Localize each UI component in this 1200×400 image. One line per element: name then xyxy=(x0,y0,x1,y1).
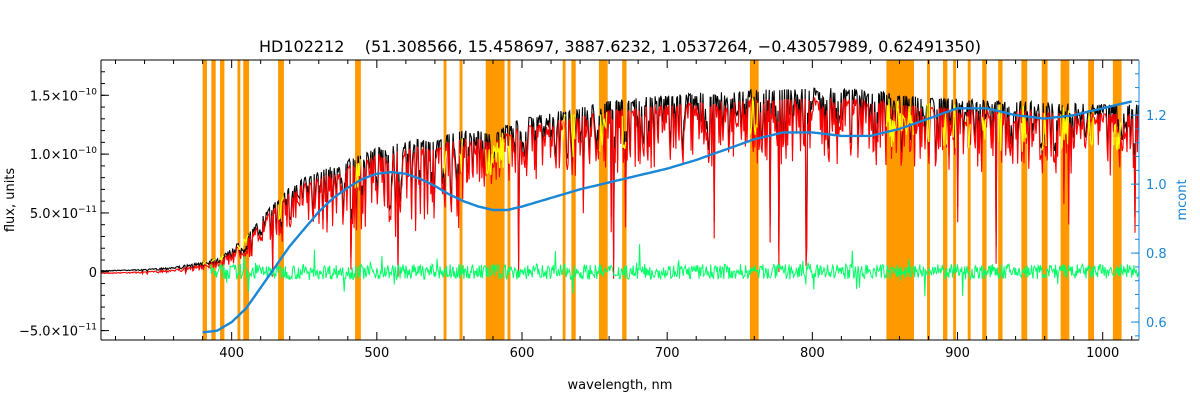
highlight-segment-8 xyxy=(459,138,463,173)
highlight-segment-11 xyxy=(562,114,566,141)
masked-band-19 xyxy=(953,60,957,340)
mcont-line xyxy=(202,100,1132,334)
highlight-segment-16 xyxy=(885,98,914,147)
model-spectrum-line xyxy=(101,97,1139,279)
highlight-segment-3 xyxy=(237,244,241,250)
highlight-segment-12 xyxy=(570,114,576,158)
axes: 400 500 600 700 800 900 1000 −5.0×10−11 0 5.0×10−… xyxy=(19,59,1167,361)
highlight-segment-14 xyxy=(621,115,627,150)
highlight-segment-4 xyxy=(242,234,249,246)
right-tick-label: 1.2 xyxy=(1146,109,1167,124)
y-tick-label: 1.5×10−10 xyxy=(30,87,97,104)
x-tick-label: 700 xyxy=(655,346,680,361)
highlight-segment-1 xyxy=(210,258,216,263)
masked-band-11 xyxy=(562,60,566,340)
y-tick-label: 1.0×10−10 xyxy=(30,146,97,163)
masked-band-12 xyxy=(571,60,576,340)
masked-band-2 xyxy=(220,60,225,340)
masked-band-20 xyxy=(967,60,971,340)
masked-band-18 xyxy=(943,60,948,340)
spectrum-traces xyxy=(101,87,1139,334)
masked-band-24 xyxy=(1041,60,1048,340)
masked-band-27 xyxy=(1112,60,1122,340)
y-tick-label: 0 xyxy=(89,266,97,281)
masked-band-9 xyxy=(485,60,505,340)
masked-band-23 xyxy=(1021,60,1028,340)
y-tick-label: −5.0×10−11 xyxy=(19,323,97,340)
masked-band-1 xyxy=(211,60,216,340)
masked-bands xyxy=(202,60,1122,340)
highlight-segment-27 xyxy=(1112,122,1122,151)
x-tick-label: 1000 xyxy=(1086,346,1119,361)
observed-spectrum-line xyxy=(101,87,1139,273)
x-tick-label: 800 xyxy=(800,346,825,361)
highlight-segment-21 xyxy=(981,116,987,140)
masked-band-26 xyxy=(1088,60,1094,340)
highlight-segment-13 xyxy=(598,112,608,153)
highlight-segment-2 xyxy=(219,254,225,263)
highlight-segment-9 xyxy=(485,132,505,176)
masked-band-13 xyxy=(598,60,608,340)
highlight-segment-23 xyxy=(1020,105,1028,152)
masked-band-6 xyxy=(355,60,361,340)
highlight-segment-10 xyxy=(506,136,511,164)
right-tick-label: 1.0 xyxy=(1146,178,1167,193)
masked-band-5 xyxy=(278,60,284,340)
masked-band-10 xyxy=(507,60,511,340)
masked-band-0 xyxy=(202,60,207,340)
highlight-segment-18 xyxy=(942,113,948,146)
residual-line xyxy=(209,244,1139,297)
highlight-segment-22 xyxy=(997,104,1003,152)
highlight-segment-25 xyxy=(1060,106,1069,151)
y-axis-label: flux, units xyxy=(3,168,18,233)
x-tick-label: 400 xyxy=(219,346,244,361)
y-tick-label: 5.0×10−11 xyxy=(30,205,97,222)
highlight-segment-24 xyxy=(1041,113,1048,151)
masked-band-15 xyxy=(749,60,759,340)
masked-band-14 xyxy=(622,60,627,340)
highlight-segment-0 xyxy=(202,261,207,266)
chart-title: HD102212 (51.308566, 15.458697, 3887.623… xyxy=(259,37,981,56)
right-axis-label: mcont xyxy=(1175,179,1190,220)
masked-band-17 xyxy=(927,60,930,340)
highlight-segment-15 xyxy=(749,98,759,135)
right-tick-label: 0.8 xyxy=(1146,247,1167,262)
x-axis-label: wavelength, nm xyxy=(568,378,673,393)
masked-band-3 xyxy=(237,60,241,340)
masked-band-22 xyxy=(998,60,1003,340)
highlight-segment-5 xyxy=(277,195,284,221)
x-tick-label: 900 xyxy=(945,346,970,361)
x-tick-label: 500 xyxy=(364,346,389,361)
masked-band-21 xyxy=(982,60,987,340)
right-tick-label: 0.6 xyxy=(1146,316,1167,331)
masked-band-25 xyxy=(1060,60,1070,340)
highlight-segment-19 xyxy=(952,104,957,149)
highlight-segment-20 xyxy=(967,116,971,148)
masked-band-4 xyxy=(243,60,250,340)
highlight-segment-6 xyxy=(354,159,361,189)
highlight-segment-7 xyxy=(443,150,447,174)
x-tick-label: 600 xyxy=(510,346,535,361)
